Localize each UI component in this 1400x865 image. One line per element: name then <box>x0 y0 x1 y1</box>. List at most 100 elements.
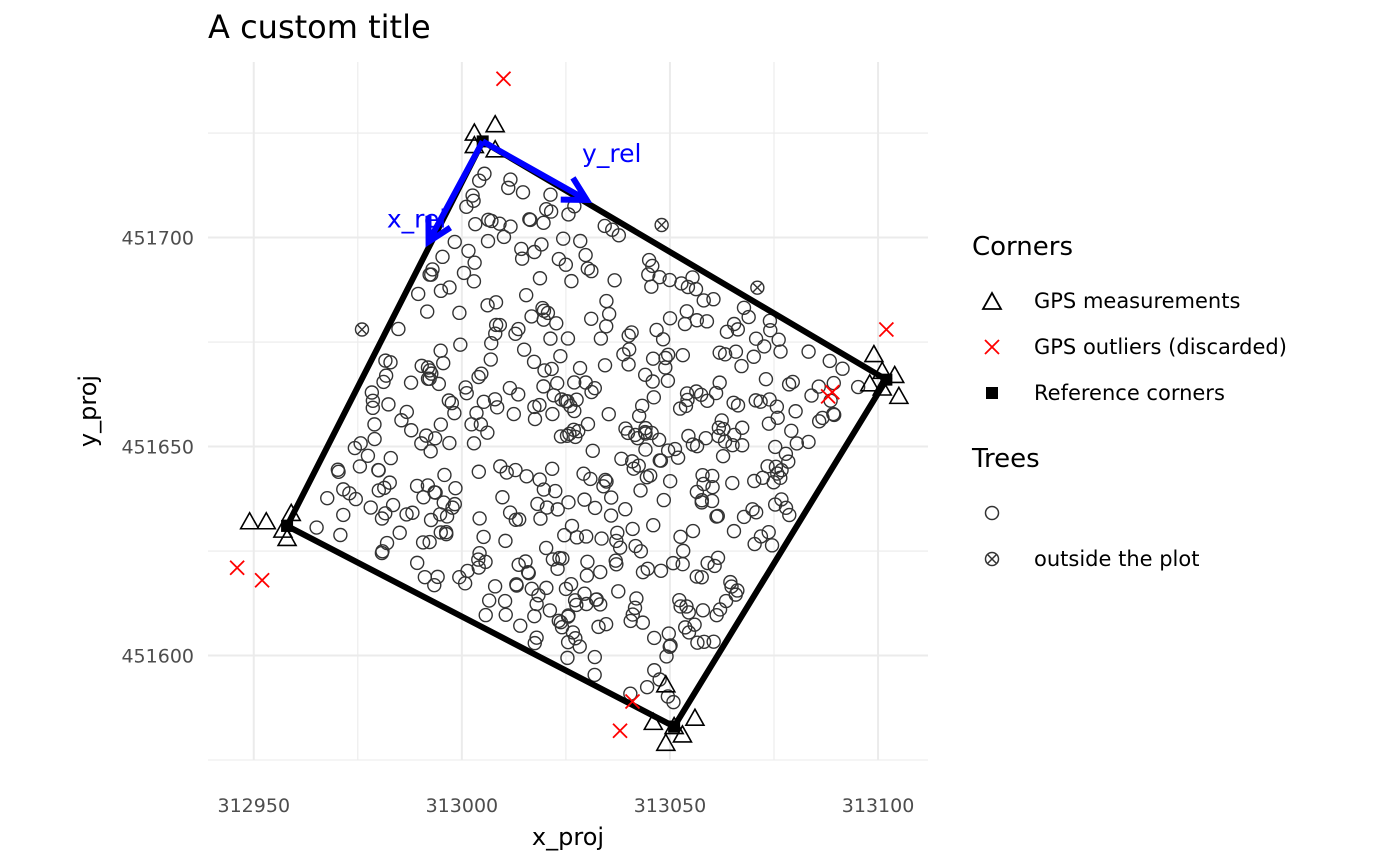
tree-point <box>771 332 786 347</box>
gps-measurement-point <box>655 674 677 693</box>
legend-label: GPS outliers (discarded) <box>1034 335 1287 359</box>
tree-point <box>705 468 720 484</box>
tree-point <box>730 583 745 598</box>
tree-point <box>498 607 513 622</box>
tree-point <box>511 557 526 573</box>
tree-point <box>447 234 462 250</box>
tree-point <box>466 436 482 451</box>
tree-point <box>573 233 588 249</box>
gps-measurement-point <box>684 707 706 727</box>
gps-outlier-point <box>229 560 245 576</box>
tree-point <box>536 379 551 394</box>
x-tick-label: 313050 <box>634 795 707 817</box>
tree-point <box>488 317 504 333</box>
tree-point <box>645 258 660 274</box>
tree-point <box>499 465 514 480</box>
tree-point <box>603 490 619 505</box>
tree-point <box>423 444 438 459</box>
tree-point <box>584 384 599 400</box>
tree-point <box>529 630 544 645</box>
tree-point <box>614 451 629 466</box>
tree-point <box>309 520 324 535</box>
tree-point <box>392 525 407 540</box>
tree-point <box>712 375 727 390</box>
tree-point <box>559 428 575 443</box>
tree-point <box>461 243 476 259</box>
tree-point <box>518 287 534 303</box>
tree-point <box>336 507 351 523</box>
tree-point <box>680 392 695 408</box>
tree-point <box>487 579 503 594</box>
tree-point <box>436 355 451 371</box>
tree-point <box>773 344 788 359</box>
tree-point <box>555 231 571 246</box>
tree-point <box>409 478 425 494</box>
tree-point <box>637 367 653 383</box>
tree-point <box>420 371 436 386</box>
tree-point <box>508 462 523 478</box>
tree-point <box>527 635 542 651</box>
tree-point <box>518 554 533 569</box>
legend-label: Reference corners <box>1034 381 1225 405</box>
tree-point <box>660 373 676 388</box>
tree-point <box>599 474 614 489</box>
tree-point <box>460 563 475 579</box>
tree-point <box>569 392 584 407</box>
tree-point <box>633 483 648 498</box>
tree-point <box>498 533 513 549</box>
tree-point <box>660 689 676 704</box>
tree-point <box>468 216 483 232</box>
tree-point <box>432 507 448 522</box>
gps-outlier-point <box>254 572 270 588</box>
tree-point <box>584 311 599 326</box>
tree-point <box>715 448 731 464</box>
tree-point <box>371 462 386 478</box>
tree-point <box>433 417 449 432</box>
y-tick-label: 451600 <box>121 646 194 668</box>
y-tick-label: 451650 <box>121 437 194 459</box>
tree-point <box>688 281 704 297</box>
tree-point <box>433 343 448 358</box>
tree-point <box>391 321 406 337</box>
tree-point <box>681 428 696 444</box>
tree-point <box>381 397 396 412</box>
tree-point <box>444 395 460 411</box>
tree-point <box>430 569 445 585</box>
tree-point <box>560 394 575 409</box>
tree-point <box>376 374 391 390</box>
tree-point <box>379 535 395 551</box>
tree-point <box>628 538 643 554</box>
tree-point <box>377 480 392 496</box>
tree-point <box>459 385 474 401</box>
legend-trees: Trees outside the plot <box>972 444 1392 582</box>
tree-point <box>621 357 636 372</box>
tree-point <box>562 426 577 442</box>
tree-point <box>522 212 537 227</box>
tree-point <box>471 464 487 479</box>
tree-point <box>427 577 442 593</box>
tree-point <box>383 450 398 466</box>
tree-point <box>640 561 655 577</box>
tree-point <box>365 393 381 408</box>
tree-point <box>472 511 487 526</box>
tree-point <box>542 603 558 618</box>
tree-point <box>598 617 614 632</box>
tree-point <box>730 398 746 413</box>
tree-point <box>601 406 616 422</box>
tree-point <box>628 427 643 443</box>
tree-point <box>342 486 357 501</box>
tree-point <box>352 459 368 474</box>
tree-point <box>788 404 803 419</box>
tree-point <box>656 492 671 508</box>
tree-point <box>757 339 772 354</box>
tree-point <box>811 379 826 394</box>
tree-point <box>495 490 510 505</box>
tree-point <box>622 342 637 357</box>
legend-item-reference-corners: Reference corners <box>972 370 1392 416</box>
tree-point <box>651 432 667 448</box>
tree-point <box>478 607 493 623</box>
tree-point <box>591 619 606 635</box>
tree-point <box>741 309 756 325</box>
gps-measurement-point <box>255 511 277 530</box>
tree-point <box>539 580 554 596</box>
